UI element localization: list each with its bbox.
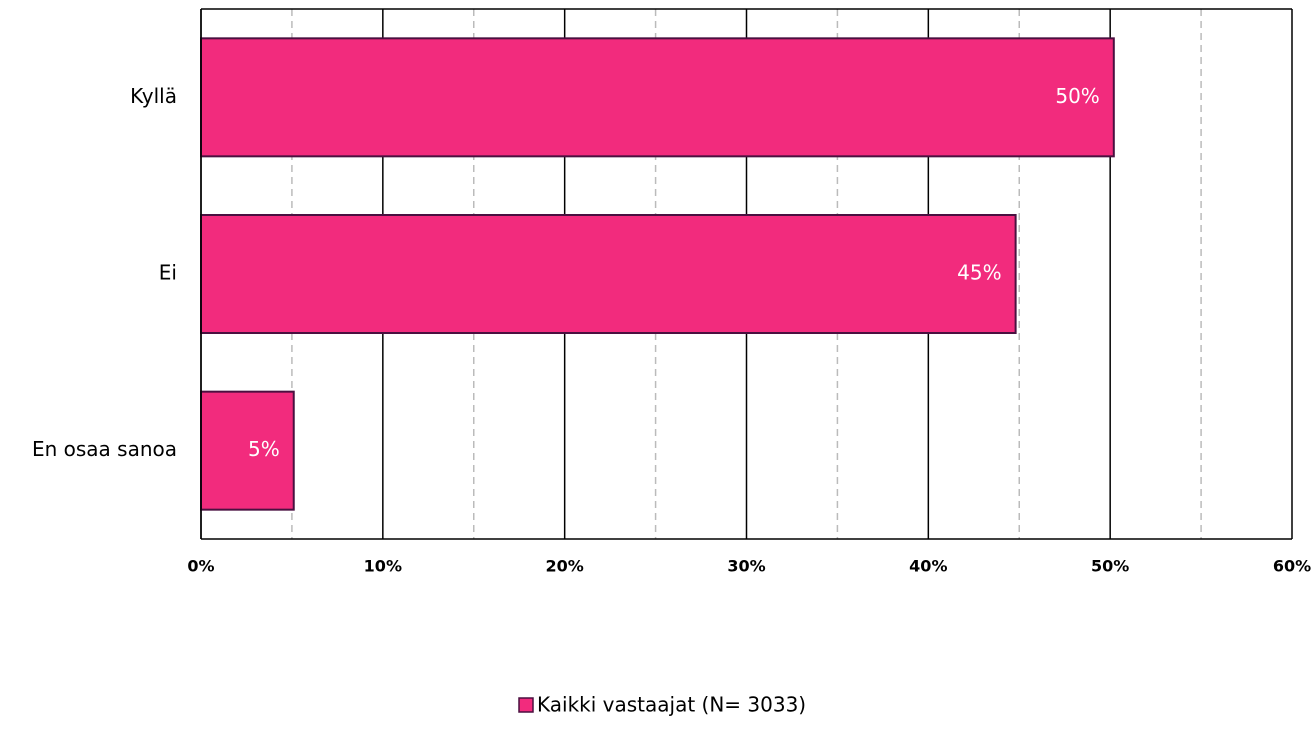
bar bbox=[200, 390, 295, 511]
value-label: 50% bbox=[1055, 84, 1099, 108]
x-tick-label: 0% bbox=[187, 557, 214, 576]
bar bbox=[200, 214, 1017, 334]
y-tick-label: Kyllä bbox=[130, 84, 177, 108]
value-label: 45% bbox=[957, 261, 1001, 285]
legend-label: Kaikki vastaajat (N= 3033) bbox=[537, 693, 806, 717]
x-tick-label: 30% bbox=[727, 557, 765, 576]
bar bbox=[200, 37, 1115, 158]
x-tick-label: 20% bbox=[546, 557, 584, 576]
x-tick-label: 50% bbox=[1091, 557, 1129, 576]
x-tick-label: 10% bbox=[364, 557, 402, 576]
value-label: 5% bbox=[248, 437, 280, 461]
y-tick-label: En osaa sanoa bbox=[32, 437, 177, 461]
x-tick-label: 60% bbox=[1273, 557, 1311, 576]
x-tick-label: 40% bbox=[909, 557, 947, 576]
legend-swatch bbox=[518, 697, 534, 713]
y-tick-label: Ei bbox=[159, 261, 177, 285]
